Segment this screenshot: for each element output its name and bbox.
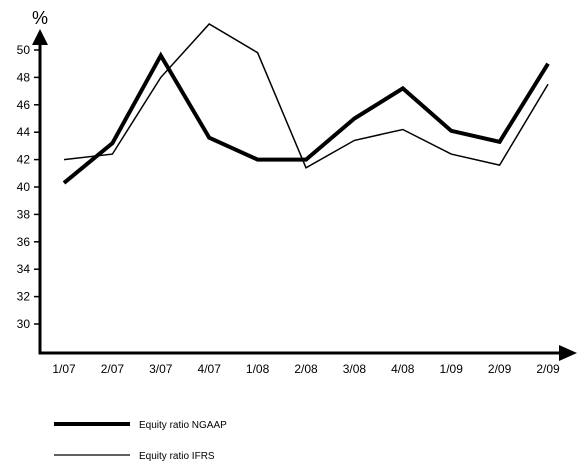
x-tick-label: 1/08 bbox=[246, 362, 270, 376]
x-tick-label: 2/08 bbox=[294, 362, 318, 376]
x-tick-label: 2/09 bbox=[536, 362, 560, 376]
legend: Equity ratio NGAAP Equity ratio IFRS bbox=[54, 420, 227, 462]
legend-label: Equity ratio NGAAP bbox=[139, 420, 227, 431]
y-axis-ticks: 30 32 34 36 38 40 42 44 46 48 50 bbox=[17, 43, 41, 331]
x-tick-label: 3/07 bbox=[149, 362, 173, 376]
y-tick-label: 30 bbox=[17, 317, 31, 331]
y-axis-arrow bbox=[32, 29, 48, 45]
x-tick-label: 2/09 bbox=[488, 362, 512, 376]
x-tick-label: 1/07 bbox=[52, 362, 76, 376]
y-tick-label: 34 bbox=[17, 262, 31, 276]
legend-label: Equity ratio IFRS bbox=[139, 451, 215, 462]
y-tick-label: 40 bbox=[17, 180, 31, 194]
y-tick-label: 48 bbox=[17, 70, 31, 84]
series-line-equity-ratio-ngaap bbox=[62, 51, 550, 185]
x-tick-label: 4/07 bbox=[198, 362, 222, 376]
y-tick-label: 36 bbox=[17, 235, 31, 249]
y-tick-label: 42 bbox=[17, 153, 31, 167]
y-axis-unit-label: % bbox=[32, 8, 48, 28]
y-tick-label: 50 bbox=[17, 43, 31, 57]
axes bbox=[32, 29, 577, 361]
x-axis-arrow bbox=[559, 345, 577, 361]
y-tick-label: 32 bbox=[17, 290, 31, 304]
x-tick-label: 2/07 bbox=[101, 362, 125, 376]
x-tick-label: 1/09 bbox=[440, 362, 464, 376]
series-line-equity-ratio-ifrs bbox=[63, 23, 549, 169]
y-tick-label: 46 bbox=[17, 98, 31, 112]
x-tick-label: 4/08 bbox=[391, 362, 415, 376]
series-lines bbox=[62, 23, 550, 185]
x-tick-label: 3/08 bbox=[343, 362, 367, 376]
y-tick-label: 44 bbox=[17, 125, 31, 139]
x-axis-ticks: 1/07 2/07 3/07 4/07 1/08 2/08 3/08 4/08 1/09 2/09… bbox=[52, 362, 560, 376]
y-tick-label: 38 bbox=[17, 207, 31, 221]
